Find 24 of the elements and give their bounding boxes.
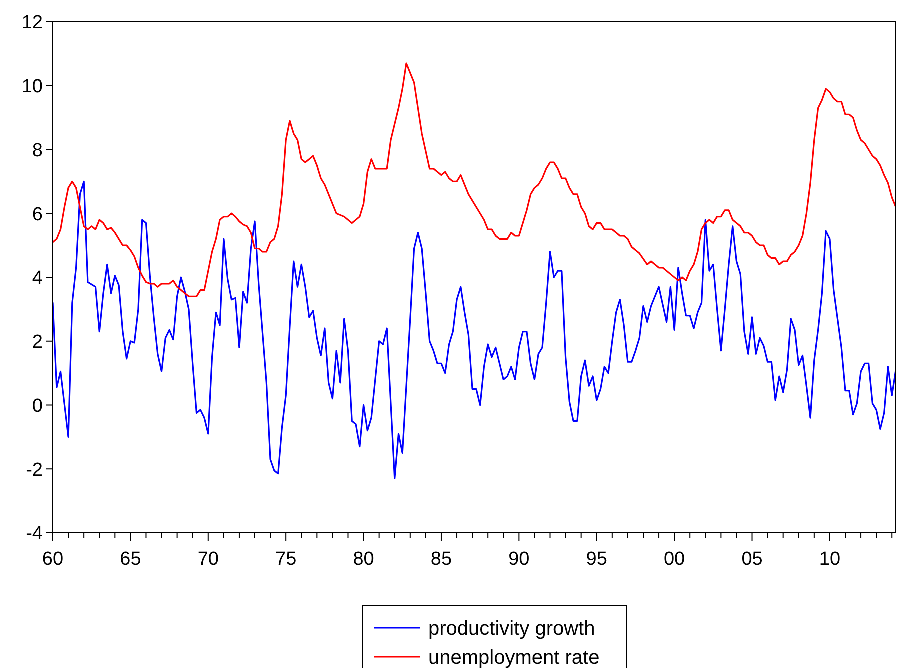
x-tick-label: 75	[276, 549, 297, 570]
x-tick-label: 10	[819, 549, 841, 570]
line-series	[53, 180, 896, 480]
x-tick-label: 80	[353, 549, 374, 570]
x-tick-label: 05	[742, 549, 763, 570]
y-tick-label: 12	[22, 12, 43, 34]
x-tick-label: 65	[120, 549, 142, 570]
y-tick-label: -2	[26, 460, 43, 481]
y-tick-label: -4	[26, 524, 44, 545]
y-tick-label: 8	[32, 140, 43, 162]
x-tick-label: 95	[586, 549, 608, 570]
y-tick-label: 4	[32, 268, 44, 290]
y-tick-label: 2	[32, 332, 43, 354]
y-tick-label: 6	[32, 204, 43, 226]
x-tick-label: 00	[664, 549, 686, 570]
x-tick-label: 70	[198, 549, 219, 570]
x-tick-label: 60	[42, 549, 64, 570]
y-tick-label: 10	[22, 76, 43, 98]
x-tick-label: 90	[508, 549, 530, 570]
legend-label: unemployment rate	[428, 647, 600, 668]
legend-label: productivity growth	[428, 618, 596, 640]
line-series	[53, 62, 896, 298]
x-tick-label: 85	[430, 549, 452, 570]
y-tick-label: 0	[32, 396, 43, 417]
